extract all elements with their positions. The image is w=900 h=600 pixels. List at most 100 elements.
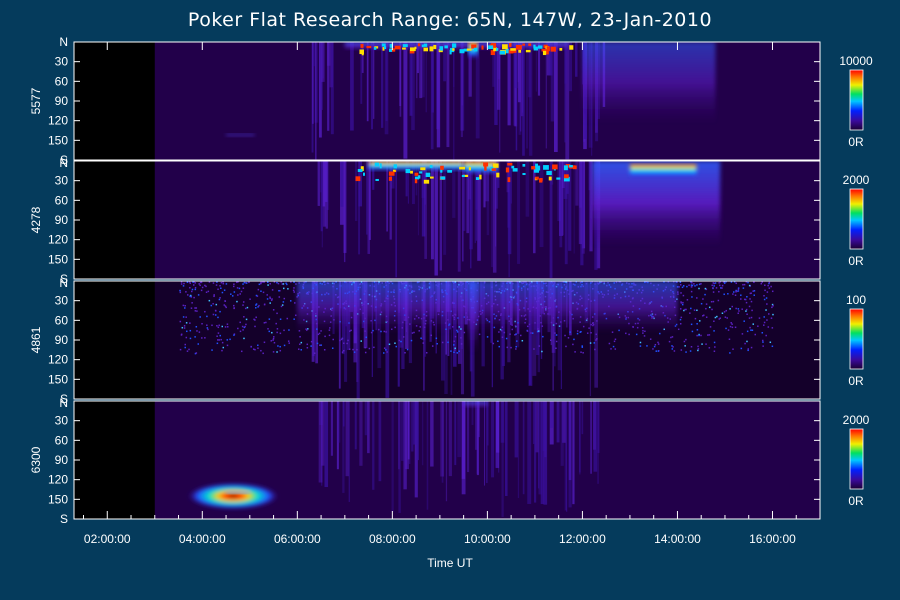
emission-streak (556, 401, 560, 443)
speckle (685, 351, 687, 353)
speckle (708, 347, 711, 349)
y-tick-label: 150 (48, 492, 68, 506)
speckle (220, 281, 223, 284)
speckle (659, 332, 661, 335)
speckle (454, 335, 457, 338)
speckle (206, 324, 208, 326)
speckle (219, 310, 221, 313)
speckle (239, 330, 242, 333)
speckle (278, 296, 281, 298)
speckle (186, 350, 189, 352)
aurora-speck (438, 49, 443, 53)
speckle (400, 340, 402, 343)
speckle (751, 329, 754, 332)
speckle (698, 334, 700, 337)
speckle (580, 351, 582, 353)
speckle (388, 343, 391, 346)
speckle (245, 282, 247, 284)
speckle (581, 346, 584, 348)
emission-streak (359, 401, 363, 466)
speckle (698, 283, 701, 286)
speckle (365, 336, 368, 339)
speckle (185, 316, 187, 318)
emission-streak (337, 401, 341, 443)
emission-streak (421, 42, 425, 98)
colorbar-min-label: 0R (848, 135, 864, 149)
speckle (189, 295, 191, 298)
speckle (272, 337, 275, 340)
emission-streak (466, 161, 470, 234)
emission-streak (529, 42, 533, 156)
speckle (573, 338, 575, 341)
speckle (268, 330, 271, 333)
emission-streak (436, 42, 441, 148)
emission-streak (330, 42, 334, 135)
aurora-speck (419, 171, 423, 174)
colorbar-gradient (849, 308, 864, 370)
panel-wavelength-label: 4861 (29, 326, 43, 353)
speckle (395, 345, 397, 348)
emission-streak (445, 401, 448, 502)
aurora-speck (533, 46, 538, 51)
speckle (310, 340, 313, 343)
speckle (236, 287, 239, 289)
emission-streak (424, 161, 428, 259)
speckle (765, 309, 767, 311)
emission-streak (405, 401, 409, 470)
emission-streak (411, 42, 415, 131)
emission-streak (354, 401, 357, 450)
aurora-speck (492, 163, 499, 168)
emission-streak (566, 401, 568, 512)
speckle (576, 332, 579, 335)
speckle (764, 284, 766, 287)
speckle (478, 333, 481, 336)
aurora-speck (417, 43, 421, 47)
speckle (299, 343, 301, 346)
emission-streak (398, 401, 400, 470)
speckle (293, 318, 295, 320)
speckle (190, 290, 193, 293)
speckle (220, 338, 222, 341)
emission-streak (356, 281, 360, 399)
speckle (712, 300, 715, 303)
speckle (364, 346, 367, 349)
speckle (263, 341, 266, 344)
y-tick-label: 120 (48, 114, 68, 128)
emission-streak (446, 42, 450, 148)
emission-feature (468, 281, 478, 354)
speckle (608, 342, 611, 345)
speckle (262, 291, 265, 294)
speckle (218, 339, 221, 341)
emission-streak (492, 42, 495, 87)
speckle (671, 336, 674, 338)
speckle (287, 288, 289, 290)
speckle (204, 284, 206, 287)
speckle (425, 352, 428, 354)
speckle (680, 302, 683, 304)
speckle (181, 326, 184, 329)
emission-streak (532, 401, 535, 445)
aurora-speck (440, 176, 446, 180)
speckle (262, 281, 264, 283)
emission-streak (526, 42, 528, 149)
speckle (310, 345, 312, 347)
emission-streak (483, 401, 486, 486)
emission-streak (549, 401, 554, 445)
speckle (221, 325, 223, 328)
aurora-speck (522, 43, 526, 46)
speckle (680, 292, 682, 294)
speckle (718, 318, 721, 320)
aurora-speck (382, 47, 385, 51)
emission-streak (535, 42, 537, 92)
speckle (189, 329, 192, 332)
speckle (738, 310, 740, 312)
speckle (288, 329, 290, 331)
emission-feature (226, 133, 255, 138)
speckle (221, 349, 223, 352)
aurora-speck (461, 174, 465, 178)
speckle (237, 327, 239, 330)
panel-frame (73, 400, 821, 520)
emission-streak (336, 401, 339, 470)
aurora-speck (429, 176, 434, 179)
